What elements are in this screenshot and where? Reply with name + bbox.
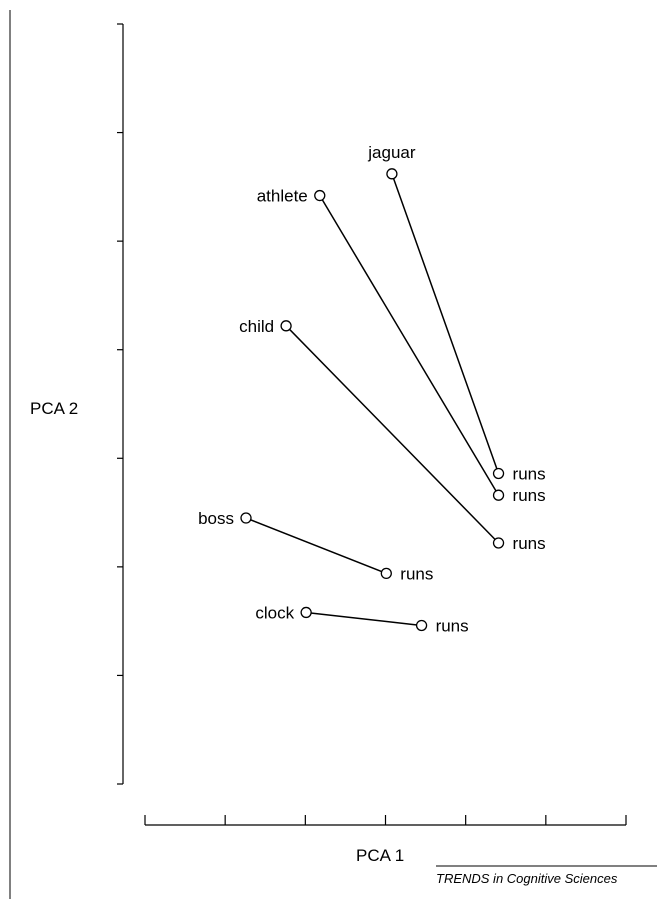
x-axis-title: PCA 1: [356, 846, 404, 865]
point-runs-child: [492, 537, 505, 549]
y-axis-title: PCA 2: [30, 399, 78, 418]
label-runs-jaguar: runs: [513, 464, 546, 483]
x-axis: [144, 815, 627, 826]
pair-link-athlete: [319, 195, 500, 496]
point-runs-jaguar: [492, 467, 505, 480]
data-points: [240, 168, 505, 632]
pair-link-boss: [245, 517, 387, 575]
point-labels: jaguar runs athlete runs child runs boss runs cl…: [198, 143, 546, 636]
source-credit: TRENDS in Cognitive Sciences: [436, 871, 618, 886]
label-boss: boss: [198, 509, 234, 528]
point-runs-boss: [380, 567, 392, 580]
pair-links: [245, 173, 500, 627]
label-athlete: athlete: [257, 187, 308, 206]
point-runs-clock: [415, 619, 428, 632]
point-clock: [300, 606, 312, 619]
point-child: [280, 320, 292, 332]
point-jaguar: [386, 168, 398, 180]
label-runs-athlete: runs: [513, 486, 546, 505]
label-jaguar: jaguar: [367, 143, 416, 162]
label-runs-clock: runs: [436, 616, 469, 635]
label-runs-child: runs: [513, 534, 546, 553]
label-runs-boss: runs: [400, 564, 433, 583]
y-axis: [117, 23, 124, 785]
point-athlete: [314, 189, 326, 202]
label-child: child: [239, 317, 274, 336]
pair-link-clock: [306, 611, 422, 627]
pair-link-child: [285, 325, 500, 544]
point-boss: [240, 512, 252, 524]
point-runs-athlete: [492, 489, 505, 501]
label-clock: clock: [255, 603, 294, 622]
pair-link-jaguar: [391, 173, 500, 474]
